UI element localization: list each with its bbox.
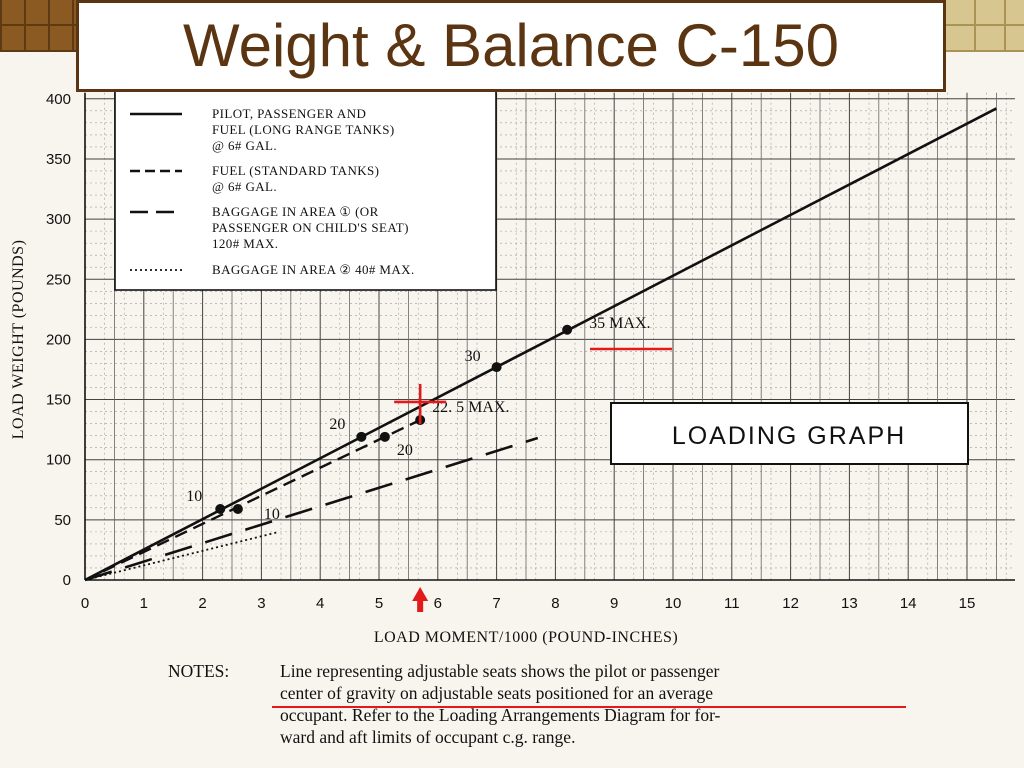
notes-body: Line representing adjustable seats shows… xyxy=(280,660,920,748)
loading-graph-label-box xyxy=(610,402,969,465)
chart-markers: 10 20 30 35 MAX. 10 20 22. 5 MAX. xyxy=(186,315,650,523)
notes-line: occupant. Refer to the Loading Arrangeme… xyxy=(280,705,721,725)
legend-label: PASSENGER ON CHILD'S SEAT) xyxy=(212,220,409,235)
series-line-dashed xyxy=(84,418,421,582)
y-tick-label: 200 xyxy=(46,331,71,348)
notes-line: ward and aft limits of occupant c.g. ran… xyxy=(280,727,576,747)
slide-title: Weight & Balance C-150 xyxy=(183,12,839,79)
data-point-label: 20 xyxy=(397,442,413,459)
x-tick-label: 2 xyxy=(198,595,206,612)
legend-label: @ 6# GAL. xyxy=(212,138,277,153)
y-tick-label: 0 xyxy=(63,572,71,589)
legend-label: BAGGAGE IN AREA ① (OR xyxy=(212,204,379,219)
x-tick-label: 1 xyxy=(140,595,148,612)
data-point xyxy=(215,504,226,515)
legend-label: PILOT, PASSENGER AND xyxy=(212,106,366,121)
notes-line: center of gravity on adjustable seats po… xyxy=(280,683,713,703)
x-tick-label: 11 xyxy=(724,595,740,612)
legend-label: BAGGAGE IN AREA ② 40# MAX. xyxy=(212,262,415,277)
data-point-label: 20 xyxy=(329,416,345,433)
legend-label: @ 6# GAL. xyxy=(212,179,277,194)
x-tick-label: 9 xyxy=(610,595,618,612)
x-tick-label: 5 xyxy=(375,595,383,612)
chart-annotations: LOADING GRAPH xyxy=(394,347,969,612)
chart-tick-labels: 0 1 2 3 4 5 6 7 8 9 10 11 12 13 14 15050100150200250300… xyxy=(10,91,975,646)
data-point-label: 10 xyxy=(186,488,202,505)
legend-label: FUEL (LONG RANGE TANKS) xyxy=(212,122,395,137)
x-axis-title: LOAD MOMENT/1000 (POUND-INCHES) xyxy=(374,629,678,646)
y-tick-label: 100 xyxy=(46,452,71,469)
series-line-dotted xyxy=(84,531,280,581)
legend-label: FUEL (STANDARD TANKS) xyxy=(212,163,379,178)
x-tick-label: 8 xyxy=(551,595,559,612)
x-tick-label: 13 xyxy=(841,595,858,612)
notes-red-underline xyxy=(272,706,906,708)
red-arrow-shaft xyxy=(417,600,424,612)
x-tick-label: 4 xyxy=(316,595,324,612)
y-tick-label: 300 xyxy=(46,211,71,228)
y-tick-label: 50 xyxy=(54,512,71,529)
data-point xyxy=(379,431,390,442)
data-point xyxy=(491,362,502,373)
series-line-long-dash xyxy=(84,436,539,582)
data-point-label: 35 MAX. xyxy=(589,315,650,332)
chart-series xyxy=(84,107,997,582)
red-arrow-head xyxy=(412,587,429,601)
y-tick-label: 400 xyxy=(46,91,71,108)
data-point xyxy=(232,504,243,515)
data-point xyxy=(356,431,367,442)
loading-graph-label: LOADING GRAPH xyxy=(672,422,906,450)
y-tick-label: 150 xyxy=(46,392,71,409)
x-tick-label: 10 xyxy=(665,595,682,612)
x-tick-label: 3 xyxy=(257,595,265,612)
x-tick-label: 7 xyxy=(492,595,500,612)
chart-axes xyxy=(84,92,1015,581)
y-tick-label: 350 xyxy=(46,151,71,168)
x-tick-label: 15 xyxy=(959,595,976,612)
corner-decoration-left xyxy=(0,0,78,52)
x-tick-label: 14 xyxy=(900,595,917,612)
slide-title-box: Weight & Balance C-150 xyxy=(76,0,946,92)
legend-label: 120# MAX. xyxy=(212,236,278,251)
y-axis-title: LOAD WEIGHT (POUNDS) xyxy=(10,240,27,440)
corner-decoration-right xyxy=(944,0,1024,52)
legend-box xyxy=(114,89,497,291)
x-tick-label: 12 xyxy=(782,595,799,612)
notes-line: Line representing adjustable seats shows… xyxy=(280,661,720,681)
loading-graph-chart: 0 1 2 3 4 5 6 7 8 9 10 11 12 13 14 15050100150200250300… xyxy=(10,89,1015,646)
x-tick-label: 6 xyxy=(434,595,442,612)
notes-label: NOTES: xyxy=(168,661,230,681)
series-line-solid xyxy=(84,107,997,582)
data-point xyxy=(562,324,573,335)
data-point-label: 10 xyxy=(264,506,280,523)
y-tick-label: 250 xyxy=(46,271,71,288)
data-point-label: 22. 5 MAX. xyxy=(432,399,509,416)
x-tick-label: 0 xyxy=(81,595,89,612)
data-point-label: 30 xyxy=(465,348,481,365)
